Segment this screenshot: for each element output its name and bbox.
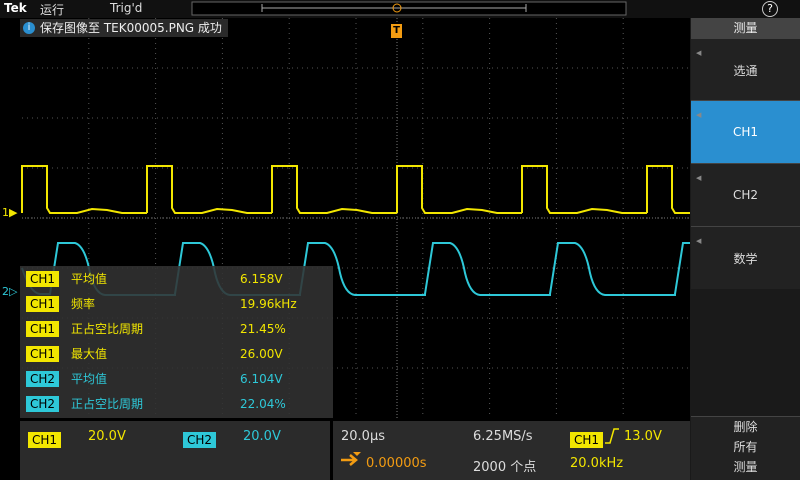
ch2-badge: CH2 (183, 432, 217, 448)
measurement-name: 频率 (71, 297, 96, 311)
footer-line: 删除 (733, 420, 758, 434)
trigger-level: 13.0V (624, 429, 662, 444)
footer-line: 所有 (733, 440, 758, 454)
measurement-channel: CH1 (26, 296, 60, 312)
ch1-trace (21, 165, 690, 214)
measurement-value: 6.158V (240, 272, 283, 286)
position-arrow (341, 452, 361, 466)
ch1-scale: 20.0V (88, 429, 126, 444)
measurement-channel: CH2 (26, 371, 60, 387)
measurement-panel (20, 266, 333, 418)
ch2-marker: 2▷ (2, 285, 18, 298)
measurement-name: 平均值 (71, 272, 108, 286)
measurement-row[interactable]: CH1 平均值 6.158V (24, 270, 324, 288)
horizontal-panel[interactable] (333, 421, 690, 480)
measurement-value: 22.04% (240, 397, 286, 411)
ch1-marker-label: 1 (2, 206, 9, 219)
measurement-name: 正占空比周期 (71, 397, 144, 411)
info-icon: i (23, 22, 35, 34)
measurement-name: 正占空比周期 (71, 322, 144, 336)
footer-line: 测量 (733, 460, 758, 474)
notification: i 保存图像至 TEK00005.PNG 成功 (20, 19, 228, 37)
measurement-value: 19.96kHz (240, 297, 297, 311)
menu-item[interactable]: 数学 (691, 226, 800, 289)
vertical-panel[interactable] (20, 421, 330, 480)
horizontal-position: 0.00000s (366, 456, 427, 471)
measurement-channel: CH1 (26, 346, 60, 362)
run-state: 运行 (40, 3, 65, 17)
measurement-row[interactable]: CH2 平均值 6.104V (24, 370, 324, 388)
measurement-row[interactable]: CH1 最大值 26.00V (24, 345, 324, 363)
trigger-state: Trig'd (110, 1, 143, 15)
notification-text: 保存图像至 TEK00005.PNG 成功 (40, 21, 222, 35)
record-bar (191, 1, 627, 16)
menu-item[interactable]: 选通 (691, 38, 800, 101)
sample-rate: 6.25MS/s (473, 429, 533, 444)
measurement-name: 最大值 (71, 347, 108, 361)
ch1-marker: 1▶ (2, 206, 18, 219)
menu-item[interactable]: CH2 (691, 163, 800, 226)
measurement-channel: CH1 (26, 271, 60, 287)
measurement-name: 平均值 (71, 372, 108, 386)
trigger-source: CH1 (570, 432, 604, 448)
brand: Tek (4, 1, 27, 15)
trigger-marker: T (391, 24, 402, 38)
menu-item[interactable]: CH1 (691, 100, 800, 163)
edge-icon (605, 428, 619, 444)
ch2-scale: 20.0V (243, 429, 281, 444)
side-menu-title: 测量 (691, 18, 800, 38)
clear-all-button[interactable]: 删除 所有 测量 (691, 416, 800, 480)
waveform-area (21, 18, 690, 418)
measurement-row[interactable]: CH1 正占空比周期 21.45% (24, 320, 324, 338)
measurement-value: 21.45% (240, 322, 286, 336)
measurement-channel: CH1 (26, 321, 60, 337)
trigger-frequency: 20.0kHz (570, 456, 624, 471)
time-scale: 20.0µs (341, 429, 385, 444)
measurement-channel: CH2 (26, 396, 60, 412)
measurement-row[interactable]: CH1 频率 19.96kHz (24, 295, 324, 313)
help-icon[interactable]: ? (762, 1, 778, 17)
measurement-value: 26.00V (240, 347, 283, 361)
measurement-row[interactable]: CH2 正占空比周期 22.04% (24, 395, 324, 413)
ch2-marker-label: 2 (2, 285, 9, 298)
measurement-value: 6.104V (240, 372, 283, 386)
record-length: 2000 个点 (473, 460, 537, 475)
ch1-badge: CH1 (28, 432, 62, 448)
